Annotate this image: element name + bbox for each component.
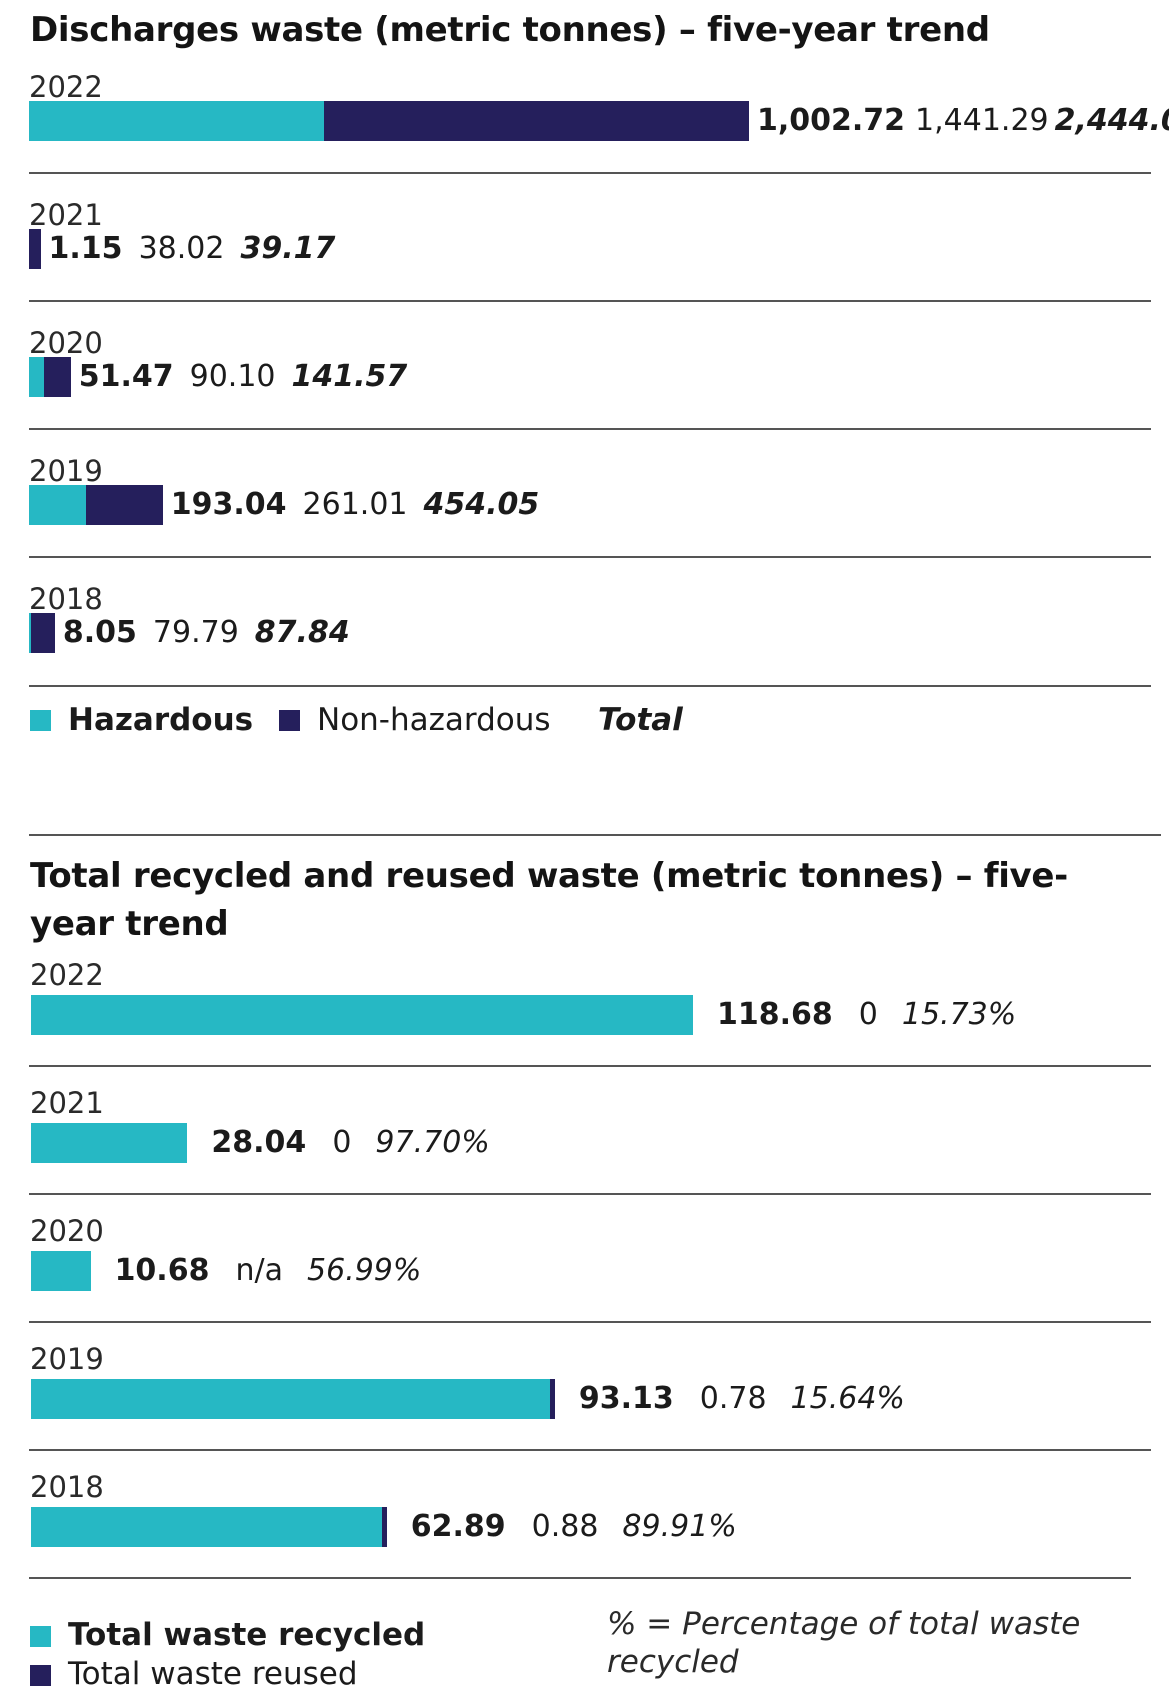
bar-hazardous	[29, 357, 44, 397]
value-total: 141.57	[292, 357, 408, 397]
value-recycled: 62.89	[411, 1507, 506, 1547]
row-divider	[29, 172, 1151, 174]
value-total: 39.17	[240, 229, 335, 269]
value-reused: 0	[332, 1123, 351, 1163]
value-percentage: 89.91%	[622, 1507, 736, 1547]
value-hazardous: 193.04	[171, 485, 287, 525]
value-total: 2,444.01	[1055, 101, 1169, 141]
chart-2-row-2022: 2022 118.68 0 15.73%	[0, 958, 1169, 1086]
row-divider	[29, 556, 1151, 558]
row-divider	[29, 1577, 1131, 1579]
bar-non-hazardous	[29, 229, 40, 269]
value-recycled: 118.68	[717, 995, 833, 1035]
bar-recycled	[31, 1251, 91, 1291]
value-recycled: 93.13	[579, 1379, 674, 1419]
bar-non-hazardous	[324, 101, 749, 141]
chart-1-legend: Hazardous Non-hazardous Total	[0, 700, 1169, 740]
bar-non-hazardous	[86, 485, 163, 525]
year-label: 2022	[29, 70, 103, 104]
value-hazardous: 51.47	[79, 357, 174, 397]
bar-recycled	[31, 1379, 550, 1419]
chart-1-row-2019: 2019 193.04 261.01 454.05	[0, 454, 1169, 582]
year-label: 2021	[29, 198, 103, 232]
value-reused: 0.78	[700, 1379, 767, 1419]
year-label: 2019	[30, 1342, 104, 1376]
legend-label-recycled: Total waste recycled	[68, 1615, 425, 1655]
year-label: 2022	[30, 958, 104, 992]
legend-label-total: Total	[598, 700, 683, 740]
value-non-hazardous: 90.10	[190, 357, 276, 397]
row-divider	[29, 300, 1151, 302]
value-percentage: 15.64%	[791, 1379, 905, 1419]
value-non-hazardous: 38.02	[139, 229, 225, 269]
year-label: 2018	[30, 1470, 104, 1504]
value-non-hazardous: 1,441.29	[915, 101, 1049, 141]
value-reused: 0.88	[532, 1507, 599, 1547]
value-percentage: 56.99%	[307, 1251, 421, 1291]
year-label: 2018	[29, 582, 103, 616]
bar-recycled	[31, 1507, 382, 1547]
bar-hazardous	[29, 485, 86, 525]
value-total: 454.05	[424, 485, 540, 525]
value-non-hazardous: 261.01	[303, 485, 408, 525]
year-label: 2019	[29, 454, 103, 488]
bar-recycled	[31, 1123, 187, 1163]
value-recycled: 10.68	[115, 1251, 210, 1291]
section-divider	[29, 834, 1161, 836]
value-hazardous: 8.05	[63, 613, 137, 653]
value-recycled: 28.04	[211, 1123, 306, 1163]
year-label: 2020	[29, 326, 103, 360]
value-reused: n/a	[235, 1251, 283, 1291]
value-percentage: 97.70%	[375, 1123, 489, 1163]
bar-non-hazardous	[31, 613, 55, 653]
legend-label-non-hazardous: Non-hazardous	[317, 700, 551, 740]
bar-hazardous	[29, 101, 324, 141]
row-divider	[29, 1449, 1151, 1451]
bar-reused	[382, 1507, 387, 1547]
legend-label-reused: Total waste reused	[68, 1654, 358, 1694]
value-percentage: 15.73%	[902, 995, 1016, 1035]
row-divider	[29, 1065, 1151, 1067]
row-divider	[29, 685, 1151, 687]
chart-2-row-2019: 2019 93.13 0.78 15.64%	[0, 1342, 1169, 1470]
chart-2-title: Total recycled and reused waste (metric …	[30, 852, 1130, 948]
value-total: 87.84	[255, 613, 350, 653]
row-divider	[29, 1321, 1151, 1323]
year-label: 2020	[30, 1214, 104, 1248]
percentage-note: % = Percentage of total waste recycled	[607, 1605, 1127, 1681]
legend-swatch-non-hazardous	[279, 710, 300, 731]
row-divider	[29, 428, 1151, 430]
value-non-hazardous: 79.79	[153, 613, 239, 653]
chart-1-title: Discharges waste (metric tonnes) – five-…	[30, 6, 990, 54]
legend-label-hazardous: Hazardous	[68, 700, 253, 740]
chart-2-row-2021: 2021 28.04 0 97.70%	[0, 1086, 1169, 1214]
bar-non-hazardous	[44, 357, 71, 397]
value-hazardous: 1.15	[49, 229, 123, 269]
row-divider	[29, 1193, 1151, 1195]
bar-reused	[550, 1379, 554, 1419]
value-reused: 0	[859, 995, 878, 1035]
chart-2-row-2020: 2020 10.68 n/a 56.99%	[0, 1214, 1169, 1342]
legend-swatch-hazardous	[30, 710, 51, 731]
legend-swatch-recycled	[30, 1626, 51, 1647]
value-hazardous: 1,002.72	[757, 101, 905, 141]
legend-swatch-reused	[30, 1665, 51, 1686]
chart-2-row-2018: 2018 62.89 0.88 89.91%	[0, 1470, 1169, 1598]
year-label: 2021	[30, 1086, 104, 1120]
bar-recycled	[31, 995, 693, 1035]
chart-1-row-2022: 2022 1,002.721,441.292,444.01	[0, 70, 1169, 198]
